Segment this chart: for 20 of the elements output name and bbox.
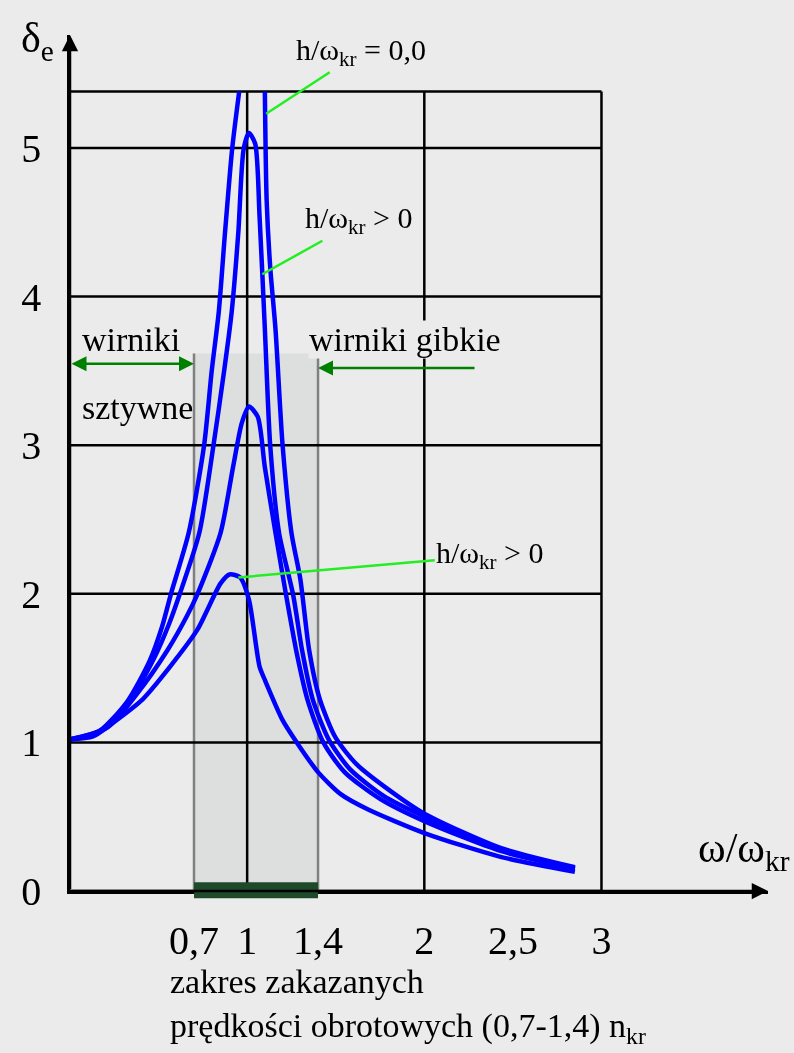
x-tick-label: 1,4 — [293, 917, 344, 963]
annotation: h/ω$_{kr}$ > 0 — [436, 536, 544, 575]
y-tick-label: 2 — [21, 571, 42, 617]
annotation: h/ω$_{kr}$ > 0 — [305, 201, 413, 240]
x-axis-title: ω/ω$_{kr}$ — [698, 825, 790, 877]
x-tick-label: 2 — [414, 917, 435, 963]
x-tick-label: 3 — [591, 917, 612, 963]
x-tick-label: 1 — [237, 917, 258, 963]
y-tick-label: 4 — [21, 274, 42, 320]
y-tick-label: 1 — [21, 720, 42, 766]
annotation: wirniki sztywne — [82, 321, 194, 426]
y-axis-title: δ$_{e}$ — [21, 15, 54, 67]
y-tick-label: 0 — [21, 869, 42, 914]
x-tick-label: 0,7 — [169, 917, 220, 963]
annotation: h/ω$_{kr}$ = 0,0 — [296, 33, 427, 72]
y-tick-label: 3 — [21, 423, 42, 469]
x-tick-label: 2,5 — [487, 917, 538, 963]
annotation: wirniki gibkie — [309, 321, 501, 358]
y-tick-label: 5 — [21, 125, 42, 171]
band-label: zakres zakazanych prędkości obrotowych (0,7-1,4) n$_{kr}$ — [170, 963, 646, 1050]
